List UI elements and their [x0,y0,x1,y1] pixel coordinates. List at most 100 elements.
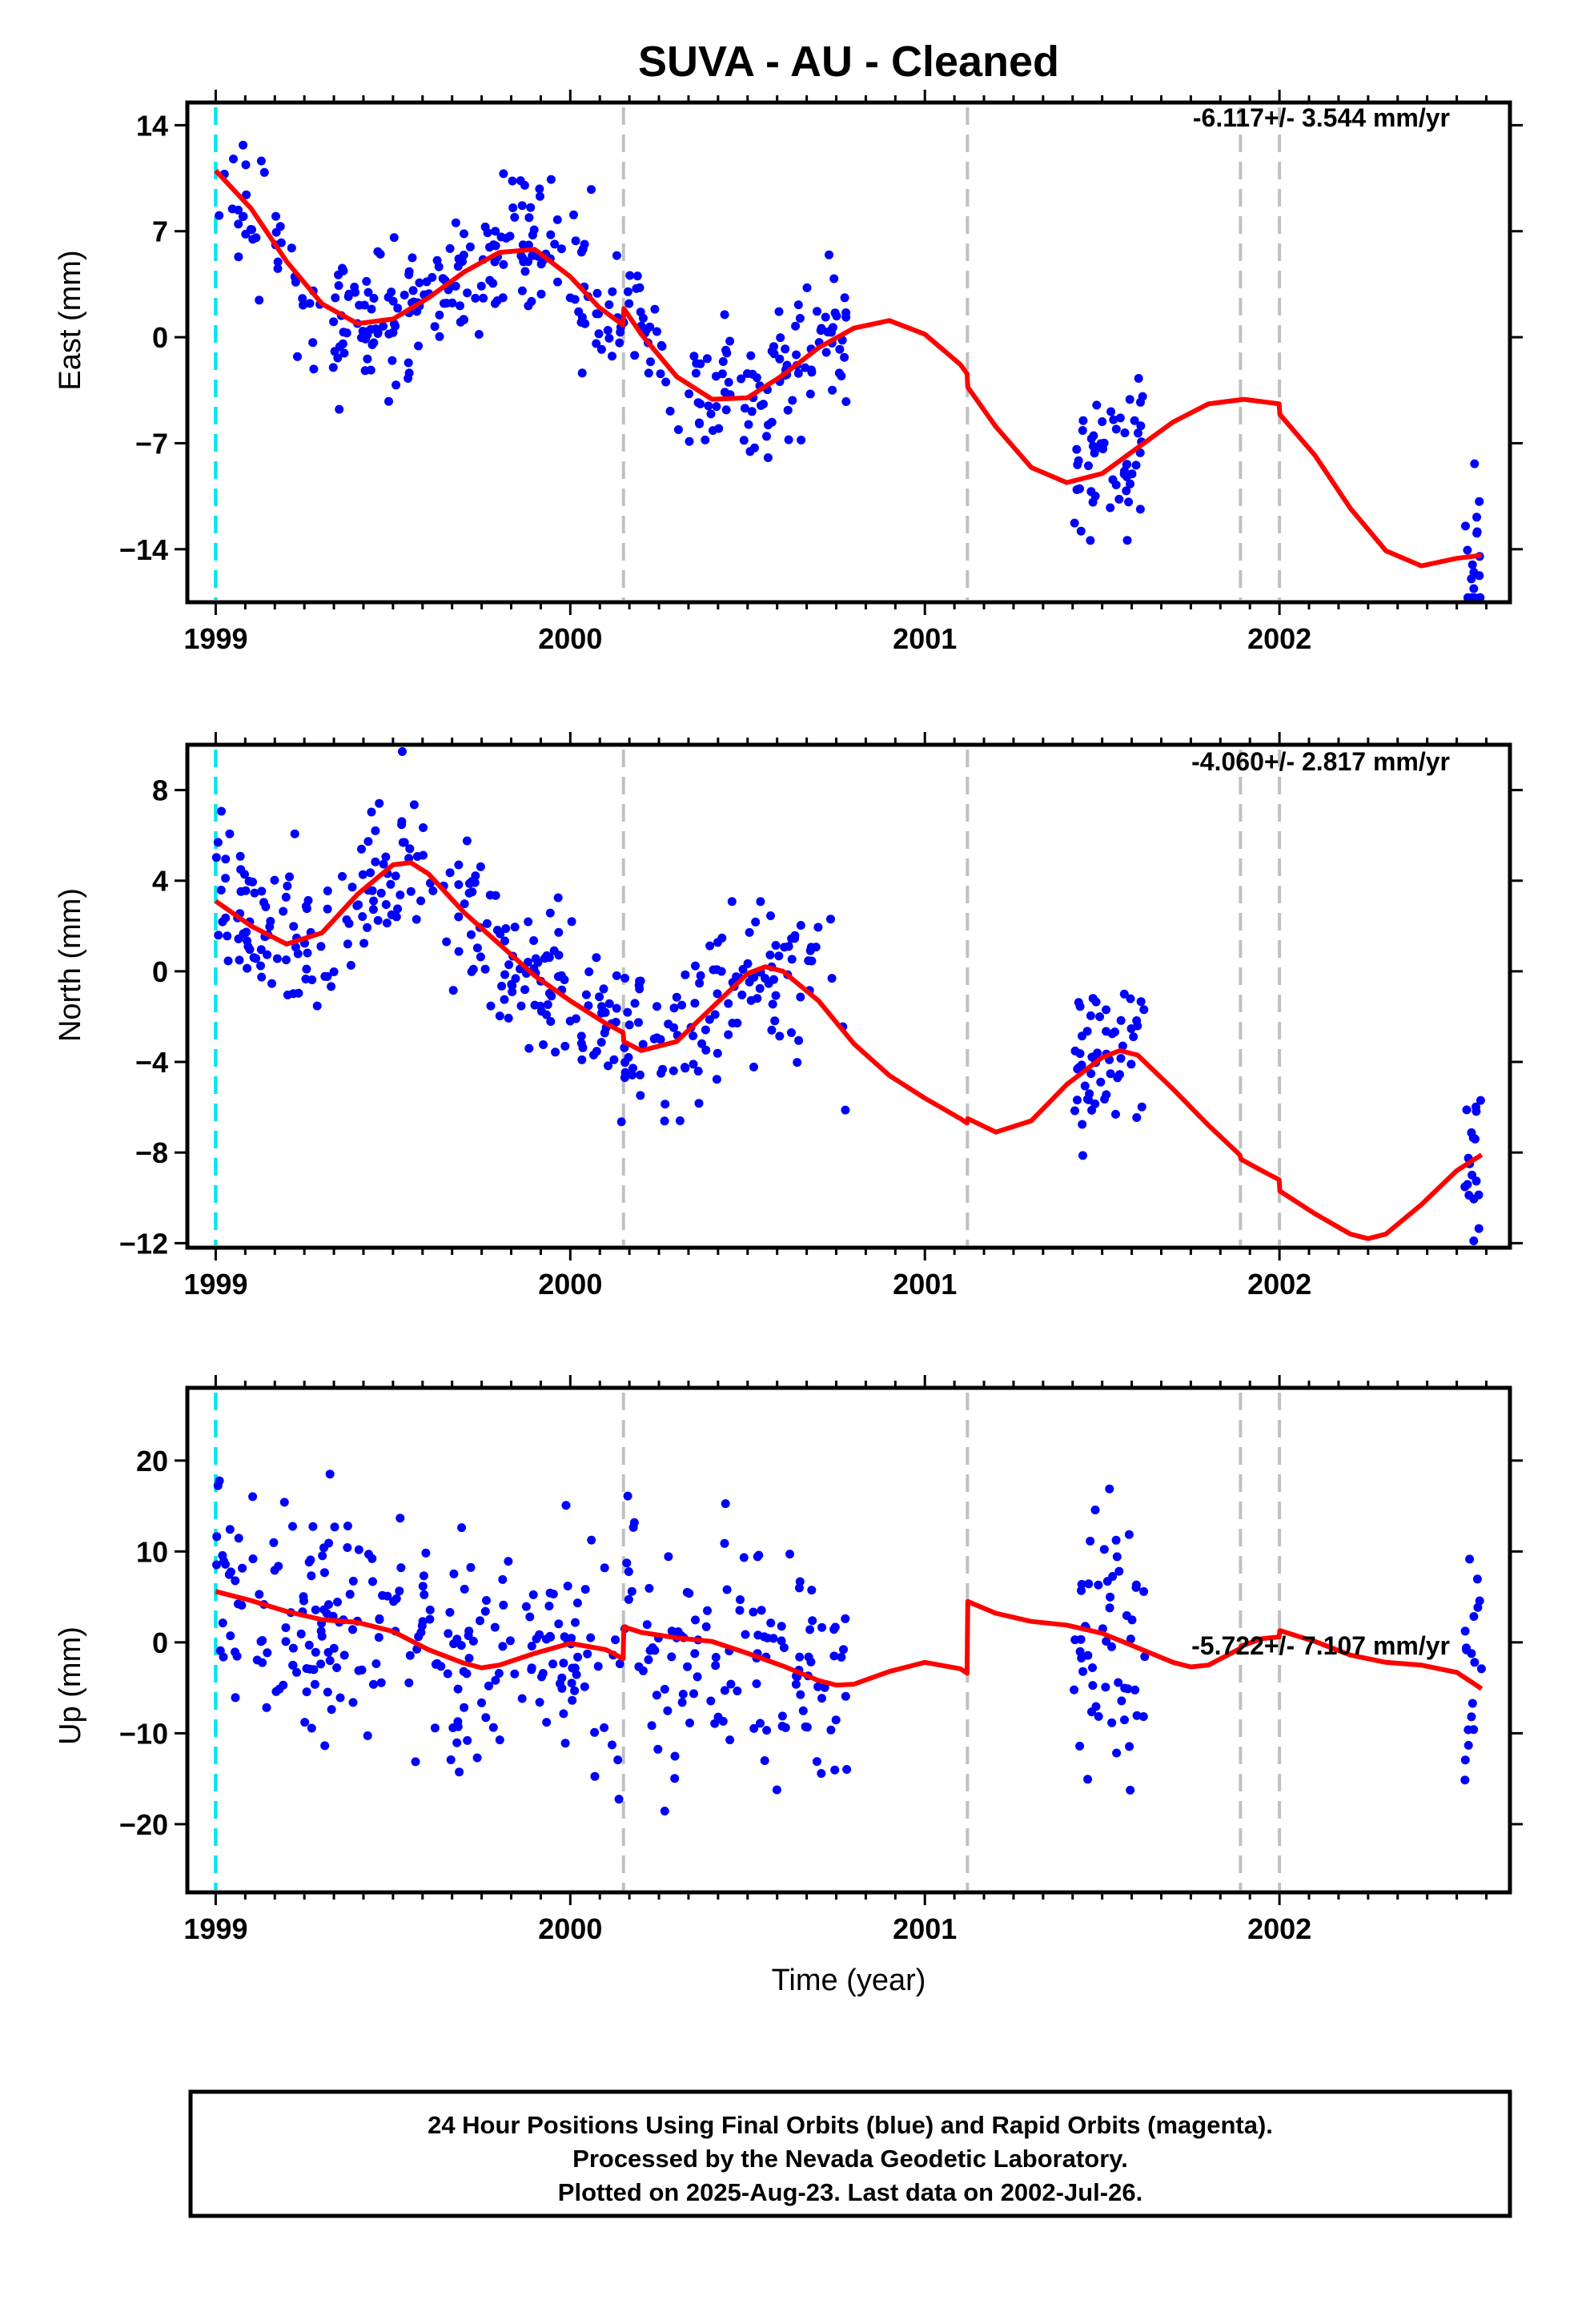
north-data-point [235,851,245,861]
north-data-point [1080,1081,1090,1091]
east-y-tick-label: 0 [152,321,168,354]
up-data-point [1102,1577,1112,1586]
east-data-point [404,374,413,383]
north-data-point [416,896,426,906]
up-data-point [528,1590,538,1599]
north-data-point [235,955,244,965]
up-data-point [613,1755,623,1765]
north-data-point [524,917,533,927]
up-data-point [464,1654,474,1663]
up-data-point [476,1616,484,1626]
up-data-point [542,1718,552,1727]
north-data-point [694,1099,704,1108]
north-data-point [245,945,255,955]
north-data-point [448,986,458,995]
east-data-point [706,409,716,419]
east-data-point [471,293,480,303]
east-data-point [685,389,694,399]
up-data-point [725,1735,735,1745]
up-data-point [316,1659,326,1669]
north-data-point [636,1070,644,1080]
east-data-point [774,307,784,316]
up-data-point [752,1679,761,1688]
up-data-point [333,1598,342,1606]
north-data-point [649,1034,659,1043]
up-data-point [323,1647,333,1657]
east-data-point [546,175,556,184]
up-data-point [772,1785,781,1795]
up-data-point [325,1470,335,1479]
north-data-point [234,934,243,943]
east-data-point [234,205,243,215]
north-data-point [249,953,259,963]
footer-box: 24 Hour Positions Using Final Orbits (bl… [188,2089,1512,2218]
east-data-point [528,231,537,239]
north-data-point [1078,1151,1087,1160]
east-data-point [508,176,517,186]
east-data-point [747,407,757,416]
east-data-point [1469,584,1479,593]
north-data-point [279,907,288,916]
up-data-point [839,1645,848,1655]
east-data-point [1078,416,1088,425]
up-data-point [733,1687,742,1695]
east-data-point [1469,568,1479,577]
east-data-point [1084,461,1093,471]
east-y-tick-label: −7 [135,427,168,460]
north-data-point [393,904,403,914]
north-data-point [1462,1105,1472,1115]
north-data-point [500,995,509,1004]
up-data-point [455,1767,464,1777]
north-data-point [223,956,233,966]
north-data-point [496,929,505,939]
up-data-point [1470,1658,1480,1667]
north-data-point [620,974,630,983]
north-data-point [623,1007,632,1017]
up-data-point [1120,1715,1129,1725]
east-data-point [1109,415,1118,424]
east-data-point [1106,407,1116,416]
panel-up: -5.722+/- 7.107 mm/yr Up (mm) 1999 2000 … [54,1375,1523,1997]
up-data-point [504,1557,513,1566]
up-data-point [1126,1634,1135,1644]
up-y-tick-label: 10 [136,1535,168,1568]
east-data-point [293,352,302,361]
up-data-point [320,1741,330,1751]
north-data-point [1132,1113,1142,1122]
up-data-point [405,1651,415,1660]
north-data-point [553,972,563,981]
up-data-point [302,1687,311,1697]
east-data-point [387,356,397,365]
east-data-point [759,400,768,409]
east-data-point [456,317,465,327]
up-data-point [777,1722,787,1731]
up-data-point [1107,1718,1117,1727]
east-data-point [828,385,837,395]
north-data-point [391,912,401,922]
north-data-point [841,1105,850,1115]
east-data-point [721,345,730,355]
east-data-point [430,322,440,332]
up-data-point [580,1682,589,1691]
east-data-point [1122,486,1131,496]
east-data-point [673,425,683,434]
up-data-point [1125,1742,1134,1751]
up-data-point [1086,1536,1095,1546]
up-data-point [376,1678,386,1687]
up-data-point [308,1522,318,1531]
north-data-point [371,826,380,835]
east-data-point [552,215,562,224]
north-data-point [381,900,391,909]
north-data-point [544,988,554,998]
up-y-axis-label: Up (mm) [54,1626,87,1745]
east-x-tick-label: 2001 [893,622,957,655]
north-data-point [1139,1005,1149,1015]
up-data-point [652,1691,661,1700]
up-data-point [248,1492,258,1502]
up-data-point [777,1636,786,1646]
east-data-point [693,398,703,408]
up-data-point [369,1679,378,1689]
up-data-point [219,1557,229,1566]
east-data-point [331,293,340,303]
east-data-point [428,272,437,282]
